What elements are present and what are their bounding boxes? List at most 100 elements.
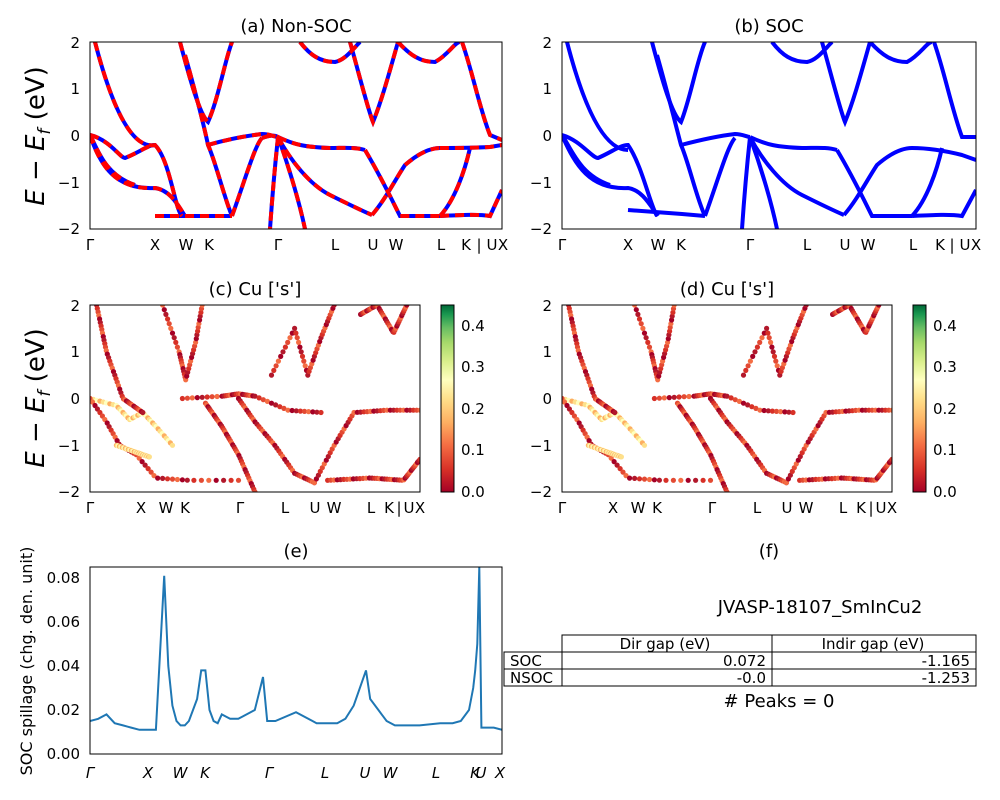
panel-d-xtick: U <box>876 499 887 517</box>
panel-d-xtick: W <box>631 499 646 517</box>
colorbar-tick: 0.4 <box>461 317 485 335</box>
band-dot <box>301 358 307 364</box>
band-dot <box>803 305 809 308</box>
band-dot <box>759 335 765 341</box>
band-dot <box>174 476 180 483</box>
band-dot <box>318 409 324 416</box>
table-value: -0.0 <box>737 669 766 687</box>
band-dot <box>256 395 262 401</box>
colorbar-ticks: 0.0 0.1 0.2 0.3 0.4 <box>461 317 485 501</box>
band-dot <box>700 477 706 483</box>
ylabel-sub: f <box>35 388 55 397</box>
band-dot <box>289 407 295 414</box>
panel-e-xtick: W <box>173 764 189 782</box>
band-dot <box>889 456 892 462</box>
band-dot <box>889 407 892 413</box>
band-dot <box>617 466 623 472</box>
band-dot <box>761 330 767 336</box>
band-dot <box>169 476 176 482</box>
panel-d-ytick: 2 <box>542 297 552 315</box>
panel-c: (c) Cu ['s'] 2 1 0 −1 −2 Γ X W K Γ L U W… <box>21 279 485 517</box>
band-dot <box>757 407 763 413</box>
band-dot <box>160 305 166 308</box>
band-dot <box>643 335 649 341</box>
band-dot <box>281 405 287 411</box>
band-dot <box>686 393 692 400</box>
panel-a-ylabel: E − Ef (eV) <box>21 66 55 206</box>
panel-d-xtick: K <box>652 499 663 517</box>
band-dot <box>301 408 308 414</box>
band-dot <box>765 330 771 336</box>
band-dot <box>168 325 174 331</box>
band-dot <box>632 475 638 481</box>
panel-c-ytick: −2 <box>58 483 80 501</box>
panel-c-title: (c) Cu ['s'] <box>209 279 302 300</box>
band-dot <box>656 477 663 483</box>
panel-e: (e) 0.00 0.02 0.04 0.06 0.08 Γ X W K Γ L… <box>17 541 506 782</box>
panel-e-ylabel: SOC spillage (chg. den. unit) <box>17 547 36 776</box>
panel-b-ytick: 2 <box>542 34 552 52</box>
panel-b-bands <box>562 42 976 229</box>
band-dot <box>331 305 337 308</box>
ylabel-unit: (eV) <box>21 66 51 128</box>
panel-f-title: (f) <box>759 541 779 562</box>
band-dot <box>287 335 293 341</box>
band-dot <box>740 372 747 378</box>
band-dot <box>282 344 288 350</box>
band-dot <box>745 402 751 408</box>
band-dot <box>651 395 658 402</box>
band-dot <box>235 477 242 483</box>
table-value: -1.165 <box>922 652 970 670</box>
band-dot <box>273 363 279 369</box>
band-dot <box>681 394 687 400</box>
band-dot <box>314 409 320 415</box>
band-dot <box>146 454 152 460</box>
band-dot <box>769 408 776 414</box>
panel-a-frame <box>89 41 503 230</box>
panel-e-xtick: K <box>200 764 211 782</box>
panel-a-ytick: 0 <box>70 127 80 145</box>
ylabel-main: E − E <box>21 134 51 206</box>
panel-a-xtick: X <box>498 236 508 254</box>
band-dot <box>707 477 714 483</box>
panel-a-xtick: Γ <box>86 236 95 254</box>
panel-d-xtick: U <box>782 499 793 517</box>
band-dot <box>198 477 204 483</box>
panel-c-xtick: X <box>415 499 425 517</box>
band-dot <box>292 325 298 331</box>
panel-d-colorbar: 0.0 0.1 0.2 0.3 0.4 <box>912 304 957 501</box>
band-dot <box>635 311 641 317</box>
panel-b-xtick: K <box>935 236 946 254</box>
panel-a: (a) Non-SOC <box>21 16 508 254</box>
band-dot <box>173 339 179 345</box>
panel-b-xtick: Γ <box>558 236 567 254</box>
band-dot <box>765 408 771 414</box>
band-dot <box>666 395 672 401</box>
panel-b: (b) SOC 2 1 <box>530 16 981 254</box>
band-dot <box>632 305 638 308</box>
band-dot <box>273 402 279 408</box>
panel-b-xtick: X <box>971 236 981 254</box>
band-dot <box>299 353 306 359</box>
peaks-count: # Peaks = 0 <box>724 691 835 712</box>
panel-d-xtick: L <box>753 499 762 517</box>
panel-e-xtick: L <box>321 764 329 782</box>
panel-d-xtick: K <box>856 499 867 517</box>
band-dot <box>278 353 284 359</box>
colorbar-ticks: 0.0 0.1 0.2 0.3 0.4 <box>933 317 957 501</box>
panel-f-caption: JVASP-18107_SmInCu2 <box>717 597 923 618</box>
band-dot <box>155 475 161 481</box>
band-dot <box>169 442 176 448</box>
band-dot <box>252 393 258 399</box>
band-dot <box>417 407 420 413</box>
band-dot <box>638 321 644 327</box>
panel-b-ytick: 1 <box>542 80 552 98</box>
band-dot <box>164 476 171 482</box>
panel-a-xtick: K <box>461 236 472 254</box>
panel-a-bands <box>90 42 502 229</box>
band-dot <box>298 349 304 355</box>
panel-e-xtick: X <box>142 764 154 782</box>
ylabel-unit: (eV) <box>21 328 51 390</box>
panel-c-xtick: L <box>367 499 376 517</box>
panel-a-soc-off-bands-blue <box>90 42 502 229</box>
